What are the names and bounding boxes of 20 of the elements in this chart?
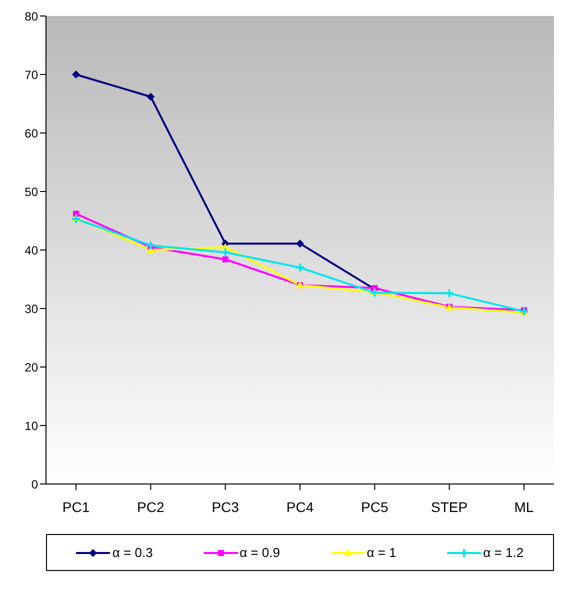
y-tick-label: 30 [24, 302, 38, 316]
y-tick-label: 70 [24, 68, 38, 82]
y-tick-label: 50 [24, 184, 38, 199]
legend-label: α = 0.9 [240, 545, 280, 560]
x-tick-label: PC1 [62, 498, 90, 515]
y-tick-label: 0 [31, 477, 38, 492]
y-tick-label: 60 [24, 126, 38, 140]
legend-label: α = 1 [366, 545, 396, 560]
legend-label: α = 0.3 [112, 545, 153, 560]
x-tick-label: STEP [431, 498, 468, 515]
x-tick-label: PC5 [361, 498, 388, 515]
legend-label: α = 1.2 [483, 545, 524, 560]
y-tick-label: 20 [24, 360, 38, 374]
x-tick-label: ML [514, 498, 534, 515]
x-tick-label: PC2 [137, 498, 164, 515]
x-tick-label: PC4 [286, 498, 314, 515]
y-tick-label: 80 [24, 9, 38, 24]
y-tick-label: 40 [24, 243, 38, 258]
x-tick-label: PC3 [212, 498, 240, 515]
y-tick-label: 10 [24, 418, 38, 433]
